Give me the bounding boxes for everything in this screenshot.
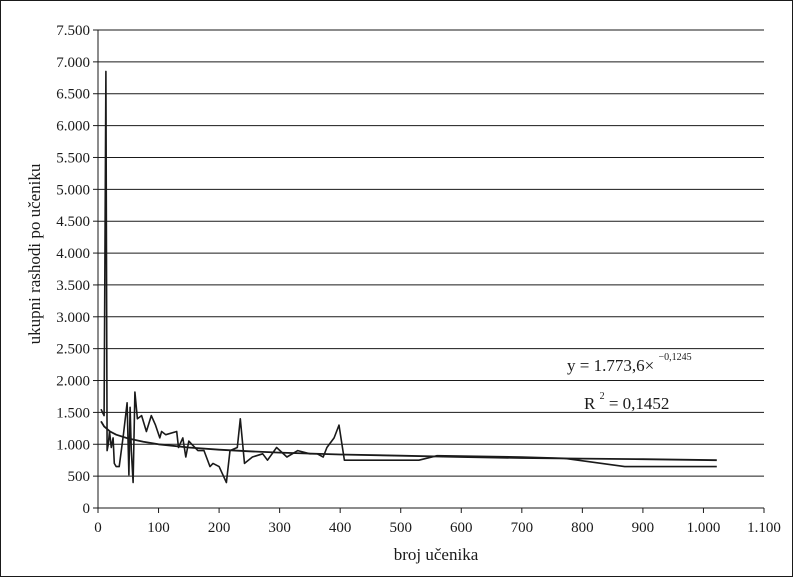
y-tick-label: 4.000 — [56, 246, 90, 262]
y-tick-label: 2.500 — [56, 342, 90, 358]
x-axis-title: broj učenika — [394, 545, 479, 564]
y-axis-title: ukupni rashodi po učeniku — [25, 163, 44, 344]
x-tick-label: 500 — [389, 520, 412, 536]
y-tick-label: 1.000 — [56, 437, 90, 453]
y-tick-label: 6.500 — [56, 87, 90, 103]
series-lines — [100, 70, 717, 484]
y-tick-label: 6.000 — [56, 119, 90, 135]
y-tick-label: 5.500 — [56, 150, 90, 166]
y-tick-label: 3.500 — [56, 278, 90, 294]
x-tick-label: 0 — [94, 520, 102, 536]
x-tick-label: 800 — [571, 520, 594, 536]
x-tick-label: 400 — [329, 520, 352, 536]
trendline-equation: y = 1.773,6× −0,1245 — [567, 352, 692, 375]
x-tick-label: 700 — [511, 520, 534, 536]
equation-base: y = 1.773,6× — [567, 356, 654, 375]
y-tick-label: 500 — [68, 469, 91, 485]
r-squared-r: R — [584, 394, 596, 413]
data-series-line — [100, 70, 717, 484]
y-tick-label: 5.000 — [56, 182, 90, 198]
trendline — [100, 420, 717, 462]
y-tick-label: 7.000 — [56, 55, 90, 71]
r-squared: R 2 = 0,1452 — [584, 384, 669, 413]
y-tick-label: 0 — [83, 501, 91, 517]
x-axis: 0 100 200 300 400 500 600 700 800 900 1.000 1.100 — [94, 507, 781, 536]
y-tick-label: 3.000 — [56, 310, 90, 326]
x-tick-label: 900 — [632, 520, 655, 536]
equation-exponent: −0,1245 — [658, 352, 691, 363]
r-squared-value: = 0,1452 — [609, 394, 670, 413]
r-squared-exponent: 2 — [600, 391, 605, 402]
y-tick-label: 7.500 — [56, 23, 90, 39]
y-tick-label: 1.500 — [56, 405, 90, 421]
y-axis: 0 500 1.000 1.500 2.000 2.500 3.000 3.500 4.000 4… — [56, 23, 99, 517]
y-tick-label: 2.000 — [56, 374, 90, 390]
y-tick-label: 4.500 — [56, 214, 90, 230]
x-tick-label: 1.100 — [747, 520, 781, 536]
x-tick-label: 200 — [208, 520, 231, 536]
gridlines — [98, 29, 764, 477]
x-tick-label: 300 — [268, 520, 291, 536]
x-tick-label: 1.000 — [687, 520, 721, 536]
x-tick-label: 100 — [147, 520, 170, 536]
x-tick-label: 600 — [450, 520, 473, 536]
